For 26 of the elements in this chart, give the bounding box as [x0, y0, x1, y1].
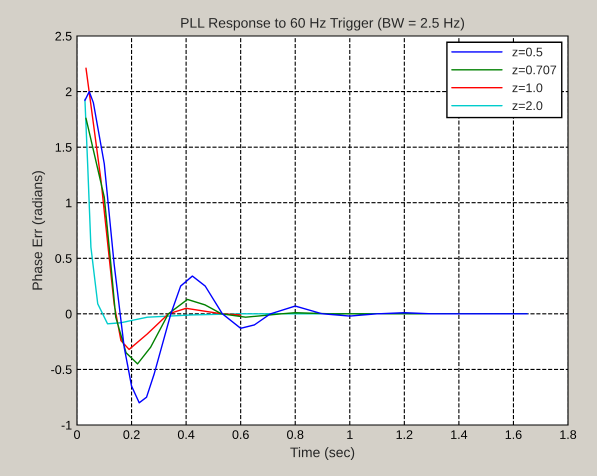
legend-label: z=1.0 [512, 83, 542, 92]
legend-label: z=0.707 [512, 65, 556, 74]
chart-title: PLL Response to 60 Hz Trigger (BW = 2.5 Hz) [181, 18, 464, 31]
x-axis-title: Time (sec) [290, 447, 354, 460]
x-tick-label: 0.4 [178, 430, 194, 440]
y-tick-label: 1 [66, 198, 72, 208]
x-tick-label: 1.4 [451, 430, 468, 439]
line-series [85, 68, 242, 350]
y-axis-title: Phase Err (radians) [32, 171, 46, 290]
y-tick-label: -0.5 [51, 365, 72, 374]
x-tick-label: 1.6 [506, 430, 522, 440]
x-tick-label: 0 [74, 430, 80, 440]
legend-label: z=0.5 [512, 48, 542, 56]
legend-label: z=2.0 [512, 101, 542, 110]
y-tick-label: 0.5 [55, 254, 72, 263]
y-tick-label: 2 [66, 87, 72, 96]
x-tick-label: 0.6 [232, 430, 249, 440]
x-tick-label: 1.8 [560, 430, 576, 440]
y-tick-label: 2.5 [55, 32, 72, 41]
x-tick-label: 0.2 [123, 430, 140, 440]
x-tick-label: 0.8 [287, 430, 304, 440]
y-tick-label: 0 [66, 310, 72, 319]
x-tick-label: 1 [347, 430, 353, 439]
y-tick-label: 1.5 [56, 143, 72, 152]
x-tick-label: 1.2 [396, 430, 412, 439]
y-tick-label: -1 [62, 420, 72, 430]
